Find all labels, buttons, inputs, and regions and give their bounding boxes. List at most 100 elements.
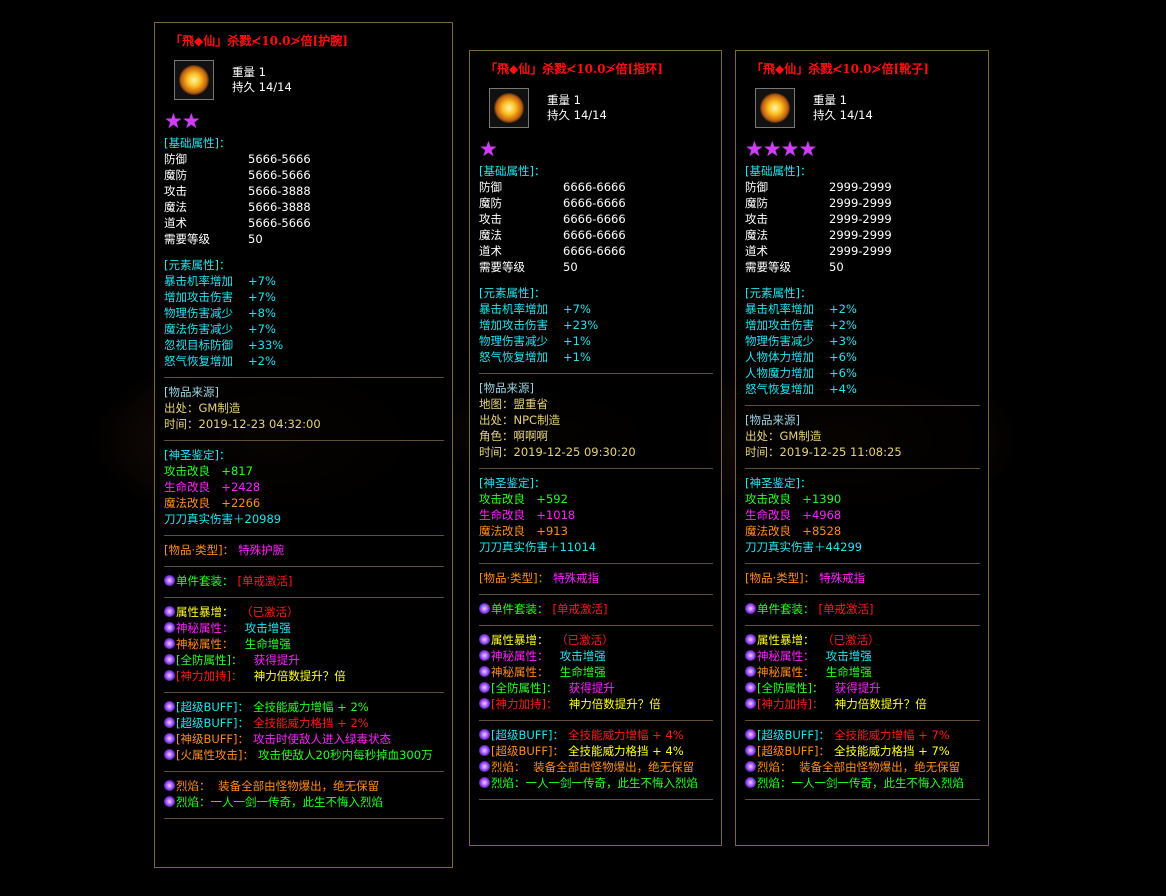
- tooltip-line: 属性暴增： （已激活）: [164, 604, 444, 620]
- attr-value: 2999-2999: [829, 244, 892, 258]
- line-text: 角色：啊啊啊: [479, 429, 548, 443]
- durability-label: 持久: [232, 80, 255, 94]
- tooltip-line: 攻击改良 +1390: [745, 491, 980, 507]
- line-text: 生命改良: [479, 508, 525, 522]
- tooltip-line: 时间：2019-12-25 09:30:20: [479, 444, 713, 460]
- tooltip-section: [神圣鉴定]： 攻击改良 +1390 生命改良 +4968 魔法改良 +8528 刀刀真…: [745, 469, 980, 564]
- attr-name: 忽视目标防御: [164, 338, 233, 352]
- tooltip-line: 增加攻击伤害 +7%: [164, 289, 444, 305]
- tooltip-section: [物品·类型]： 特殊护腕: [164, 536, 444, 567]
- line-text: 装备全部由怪物爆出，绝无保留: [529, 760, 695, 774]
- attr-name: 物理伤害减少: [479, 334, 548, 348]
- line-text: 攻击使敌人20秒内每秒掉血300万: [257, 748, 433, 762]
- line-text: 获得提升: [246, 653, 300, 667]
- attr-value: +1%: [563, 350, 591, 364]
- gem-bullet-icon: [479, 698, 490, 709]
- tooltip-line: 属性暴增： （已激活）: [479, 632, 713, 648]
- attr-value: 6666-6666: [563, 244, 626, 258]
- tooltip-line: [神力加持]： 神力倍数提升？倍: [745, 696, 980, 712]
- attr-value: 50: [248, 232, 263, 246]
- tooltip-line: [全防属性]： 获得提升: [164, 652, 444, 668]
- tooltip-section: [物品·类型]： 特殊戒指: [745, 564, 980, 595]
- attr-name: 魔法: [164, 200, 187, 214]
- line-text: [超级BUFF]：: [176, 716, 250, 730]
- line-text: [全防属性]：: [757, 681, 824, 695]
- tooltip-line: 怒气恢复增加 +4%: [745, 381, 980, 397]
- line-text: 烈焰：一人一剑一传奇，此生不悔入烈焰: [491, 776, 698, 790]
- gem-bullet-icon: [479, 650, 490, 661]
- tooltip-section: [基础属性]： 防御 6666-6666 魔防 6666-6666 攻击 6666-6666…: [479, 161, 713, 279]
- line-text: 单件套装：: [491, 602, 549, 616]
- attr-value: +4%: [829, 382, 857, 396]
- tooltip-line: [超级BUFF]： 全技能威力格挡 + 2%: [164, 715, 444, 731]
- gem-bullet-icon: [745, 761, 756, 772]
- line-text: 神力倍数提升？倍: [246, 669, 346, 683]
- star-icon: ★: [762, 137, 782, 161]
- line-text: 攻击改良: [745, 492, 791, 506]
- line-text: +2428: [214, 480, 261, 494]
- line-text: 出处：GM制造: [164, 401, 241, 415]
- attr-value: 5666-3888: [248, 184, 311, 198]
- tooltip-line: 需要等级 50: [479, 259, 713, 275]
- line-text: 神秘属性：: [757, 665, 815, 679]
- line-text: [神力加持]：: [176, 669, 243, 683]
- line-text: 神力倍数提升？倍: [561, 697, 661, 711]
- attr-value: +7%: [248, 322, 276, 336]
- tooltip-section: [元素属性]： 暴击机率增加 +7% 增加攻击伤害 +7% 物理伤害减少 +8% 魔法伤害减少…: [164, 251, 444, 378]
- tooltip-line: 生命改良 +2428: [164, 479, 444, 495]
- tooltip-line: 攻击改良 +592: [479, 491, 713, 507]
- attr-value: 6666-6666: [563, 180, 626, 194]
- line-text: 出处：GM制造: [745, 429, 822, 443]
- tooltip-line: 刀刀真实伤害＋44299: [745, 539, 980, 555]
- tooltip-line: [物品来源]: [479, 380, 713, 396]
- tooltip-line: 暴击机率增加 +2%: [745, 301, 980, 317]
- line-text: 神秘属性：: [176, 621, 234, 635]
- item-glow-icon: [760, 93, 790, 123]
- tooltip-line: [元素属性]：: [479, 285, 713, 301]
- tooltip-section: 烈焰： 装备全部由怪物爆出，绝无保留 烈焰：一人一剑一传奇，此生不悔入烈焰: [164, 772, 444, 819]
- attr-name: 魔防: [164, 168, 187, 182]
- tooltip-line: [元素属性]：: [745, 285, 980, 301]
- item-stats: 重量 1 持久 14/14: [813, 93, 873, 123]
- line-text: [神级BUFF]：: [176, 732, 250, 746]
- gem-bullet-icon: [479, 682, 490, 693]
- line-text: [超级BUFF]：: [176, 700, 250, 714]
- tooltip-line: 神秘属性： 攻击增强: [745, 648, 980, 664]
- line-text: 神秘属性：: [491, 665, 549, 679]
- tooltip-section: 属性暴增： （已激活） 神秘属性： 攻击增强 神秘属性： 生命增强 [全防属性]： 获…: [479, 626, 713, 721]
- line-text: 攻击增强: [552, 649, 606, 663]
- attr-name: 人物魔力增加: [745, 366, 814, 380]
- line-text: [基础属性]：: [164, 136, 231, 150]
- tooltip-line: [神级BUFF]： 攻击时使敌人进入绿毒状态: [164, 731, 444, 747]
- line-text: 全技能威力增幅 + 2%: [253, 700, 369, 714]
- gem-bullet-icon: [164, 733, 175, 744]
- durability-row: 持久 14/14: [547, 108, 607, 123]
- line-text: 魔法改良: [479, 524, 525, 538]
- tooltip-line: 人物体力增加 +6%: [745, 349, 980, 365]
- gem-bullet-icon: [164, 575, 175, 586]
- line-text: （已激活）: [818, 633, 880, 647]
- line-text: 全技能威力增幅 + 4%: [568, 728, 684, 742]
- line-text: [单戒激活]: [552, 602, 608, 616]
- tooltip-line: [基础属性]：: [164, 135, 444, 151]
- attr-name: 需要等级: [164, 232, 210, 246]
- attr-name: 暴击机率增加: [745, 302, 814, 316]
- gem-bullet-icon: [745, 698, 756, 709]
- tooltip-line: 烈焰：一人一剑一传奇，此生不悔入烈焰: [164, 794, 444, 810]
- item-tooltip-ring: 「飛◆仙」杀戮≮10.0≯倍[指环] 重量 1 持久 14/14 ★ [基础属性]： 防御…: [469, 50, 722, 846]
- item-tooltip-bracer: 「飛◆仙」杀戮≮10.0≯倍[护腕] 重量 1 持久 14/14 ★★ [基础属性]：防…: [154, 22, 453, 868]
- weight-row: 重量 1: [813, 93, 873, 108]
- line-text: （已激活）: [552, 633, 614, 647]
- item-title: 「飛◆仙」杀戮≮10.0≯倍[指环]: [485, 62, 663, 76]
- line-text: [物品·类型]：: [164, 543, 235, 557]
- tooltip-section: 单件套装： [单戒激活]: [479, 595, 713, 626]
- gem-bullet-icon: [164, 606, 175, 617]
- attr-value: 2999-2999: [829, 180, 892, 194]
- tooltip-line: 物理伤害减少 +1%: [479, 333, 713, 349]
- tooltip-line: 烈焰：一人一剑一传奇，此生不悔入烈焰: [745, 775, 980, 791]
- line-text: [火属性攻击]：: [176, 748, 254, 762]
- tooltip-section: [物品来源] 地图：盟重省 出处：NPC制造 角色：啊啊啊 时间：2019-12-25 …: [479, 374, 713, 469]
- attr-value: +7%: [248, 290, 276, 304]
- line-text: [单戒激活]: [237, 574, 293, 588]
- line-text: 出处：NPC制造: [479, 413, 561, 427]
